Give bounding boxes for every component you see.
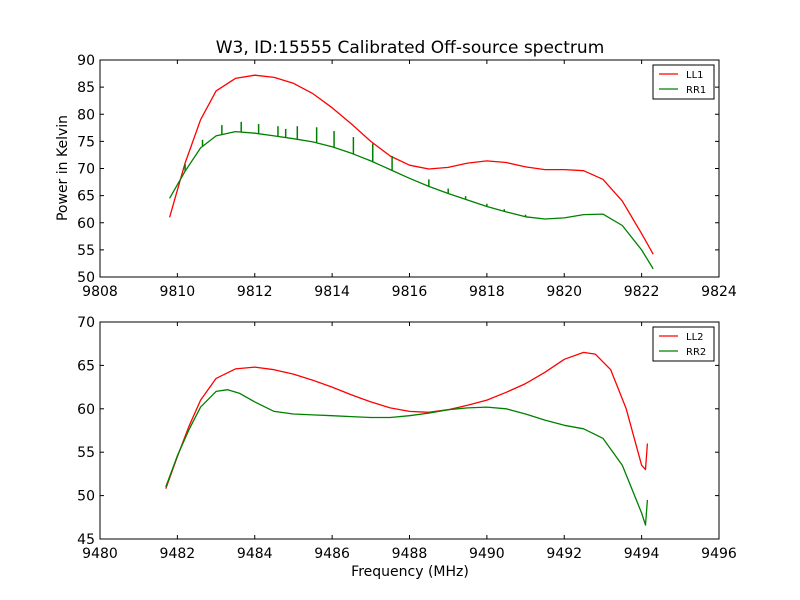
legend-label-ll1: LL1 bbox=[686, 70, 704, 81]
y-tick-label: 50 bbox=[77, 270, 95, 286]
y-tick-label: 80 bbox=[77, 107, 95, 123]
top-panel: 9808 9810 9812 9814 9816 9818 9820 9822 9824 50 55… bbox=[77, 53, 737, 300]
y-tick-label: 70 bbox=[77, 315, 95, 331]
legend-label-ll2: LL2 bbox=[686, 332, 704, 343]
y-tick-label: 85 bbox=[77, 80, 95, 96]
x-tick-label: 9484 bbox=[237, 546, 273, 562]
series-line-rr2 bbox=[165, 389, 649, 526]
x-tick-label: 9490 bbox=[469, 546, 505, 562]
x-tick-label: 9482 bbox=[160, 546, 196, 562]
y-tick-label: 60 bbox=[77, 216, 95, 232]
x-tick-label: 9492 bbox=[546, 546, 582, 562]
x-tick-label: 9808 bbox=[82, 284, 118, 300]
series-line-rr1 bbox=[169, 130, 654, 270]
bottom-panel: 9480 9482 9484 9486 9488 9490 9492 9494 9496 45 50… bbox=[77, 315, 737, 562]
y-axis-label: Power in Kelvin bbox=[55, 115, 71, 221]
x-tick-label: 9818 bbox=[469, 284, 505, 300]
y-tick-label: 45 bbox=[77, 532, 95, 548]
y-tick-label: 60 bbox=[77, 402, 95, 418]
y-tick-label: 75 bbox=[77, 134, 95, 150]
x-tick-label: 9494 bbox=[624, 546, 660, 562]
y-tick-label: 55 bbox=[77, 445, 95, 461]
x-tick-label: 9812 bbox=[237, 284, 273, 300]
x-tick-label: 9486 bbox=[314, 546, 350, 562]
x-tick-label: 9480 bbox=[82, 546, 118, 562]
y-tick-label: 65 bbox=[77, 358, 95, 374]
series-line-ll1 bbox=[168, 74, 654, 255]
x-tick-label: 9488 bbox=[392, 546, 428, 562]
series-line-ll2 bbox=[165, 351, 649, 489]
y-tick-label: 50 bbox=[77, 489, 95, 505]
x-axis-label: Frequency (MHz) bbox=[351, 564, 469, 580]
x-tick-label: 9810 bbox=[160, 284, 196, 300]
chart-title: W3, ID:15555 Calibrated Off-source spect… bbox=[216, 38, 605, 58]
x-tick-label: 9496 bbox=[701, 546, 737, 562]
y-tick-label: 55 bbox=[77, 243, 95, 259]
x-tick-label: 9814 bbox=[314, 284, 350, 300]
legend-label-rr2: RR2 bbox=[686, 347, 706, 358]
y-tick-label: 65 bbox=[77, 189, 95, 205]
y-tick-label: 90 bbox=[77, 53, 95, 69]
x-tick-label: 9816 bbox=[392, 284, 428, 300]
x-tick-label: 9824 bbox=[701, 284, 737, 300]
x-tick-label: 9820 bbox=[546, 284, 582, 300]
legend-box bbox=[652, 326, 715, 362]
x-tick-label: 9822 bbox=[624, 284, 660, 300]
legend-box bbox=[652, 64, 715, 100]
legend-label-rr1: RR1 bbox=[686, 85, 706, 96]
y-tick-label: 70 bbox=[77, 162, 95, 178]
